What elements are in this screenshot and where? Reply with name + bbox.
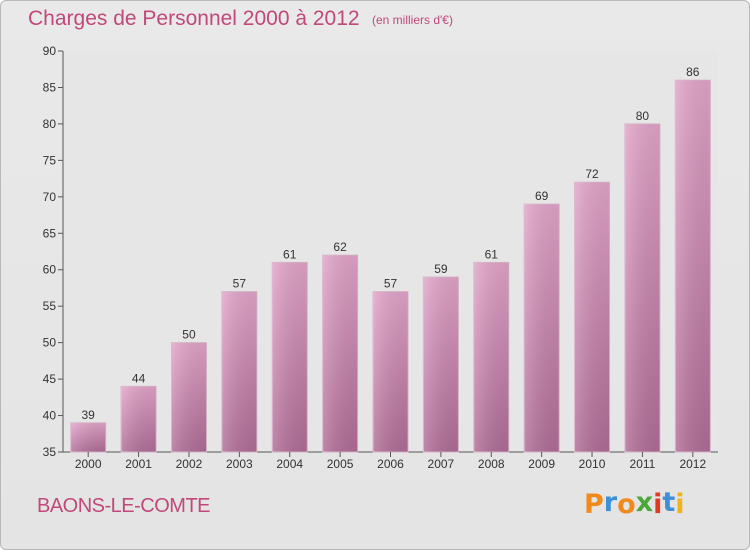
bar-shade xyxy=(322,255,358,452)
y-tick-label: 50 xyxy=(43,336,57,350)
data-label: 86 xyxy=(686,65,700,79)
data-label: 61 xyxy=(485,247,499,261)
y-tick-label: 75 xyxy=(43,153,57,167)
x-tick-label: 2002 xyxy=(176,457,203,471)
y-tick-label: 85 xyxy=(43,80,57,94)
y-tick-label: 55 xyxy=(43,299,57,313)
y-tick-label: 90 xyxy=(43,44,57,58)
chart-subtitle: (en milliers d'€) xyxy=(372,13,453,27)
y-tick-label: 45 xyxy=(43,372,57,386)
data-label: 39 xyxy=(82,408,96,422)
x-tick-label: 2008 xyxy=(478,457,505,471)
y-tick-label: 70 xyxy=(43,190,57,204)
x-tick-label: 2003 xyxy=(226,457,253,471)
data-label: 57 xyxy=(384,277,398,291)
data-label: 44 xyxy=(132,371,146,385)
x-tick-label: 2007 xyxy=(428,457,455,471)
y-tick-label: 80 xyxy=(43,117,57,131)
bar-shade xyxy=(272,262,308,452)
data-label: 69 xyxy=(535,189,549,203)
x-tick-label: 2012 xyxy=(679,457,706,471)
data-label: 50 xyxy=(182,328,196,342)
bar-shade xyxy=(70,422,106,452)
bar-shade xyxy=(624,123,660,452)
x-tick-label: 2004 xyxy=(276,457,303,471)
chart-title: Charges de Personnel 2000 à 2012 xyxy=(28,7,360,30)
bar-shade xyxy=(121,386,157,452)
x-tick-label: 2009 xyxy=(528,457,555,471)
y-tick-label: 35 xyxy=(43,445,57,459)
y-tick-label: 65 xyxy=(43,226,57,240)
y-tick-label: 60 xyxy=(43,263,57,277)
bar-shade xyxy=(221,291,257,452)
x-tick-label: 2000 xyxy=(75,457,102,471)
data-label: 72 xyxy=(585,167,599,181)
proxiti-logo: Proxiti xyxy=(584,487,685,520)
bar-shade xyxy=(473,262,509,452)
data-label: 80 xyxy=(636,109,650,123)
bar-shade xyxy=(574,182,610,452)
bar-shade xyxy=(171,342,207,452)
x-tick-label: 2010 xyxy=(579,457,606,471)
data-label: 61 xyxy=(283,247,297,261)
data-label: 57 xyxy=(233,277,247,291)
data-label: 62 xyxy=(333,240,347,254)
place-name: BAONS-LE-COMTE xyxy=(37,495,211,517)
data-label: 59 xyxy=(434,262,448,276)
bar-shade xyxy=(373,291,408,452)
x-tick-label: 2011 xyxy=(630,457,656,471)
x-tick-label: 2005 xyxy=(327,457,354,471)
x-tick-label: 2006 xyxy=(377,457,404,471)
y-tick-label: 40 xyxy=(43,409,57,423)
x-tick-label: 2001 xyxy=(125,457,152,471)
bar-shade xyxy=(423,277,459,452)
bar-shade xyxy=(524,204,560,452)
bar-shade xyxy=(675,80,711,452)
